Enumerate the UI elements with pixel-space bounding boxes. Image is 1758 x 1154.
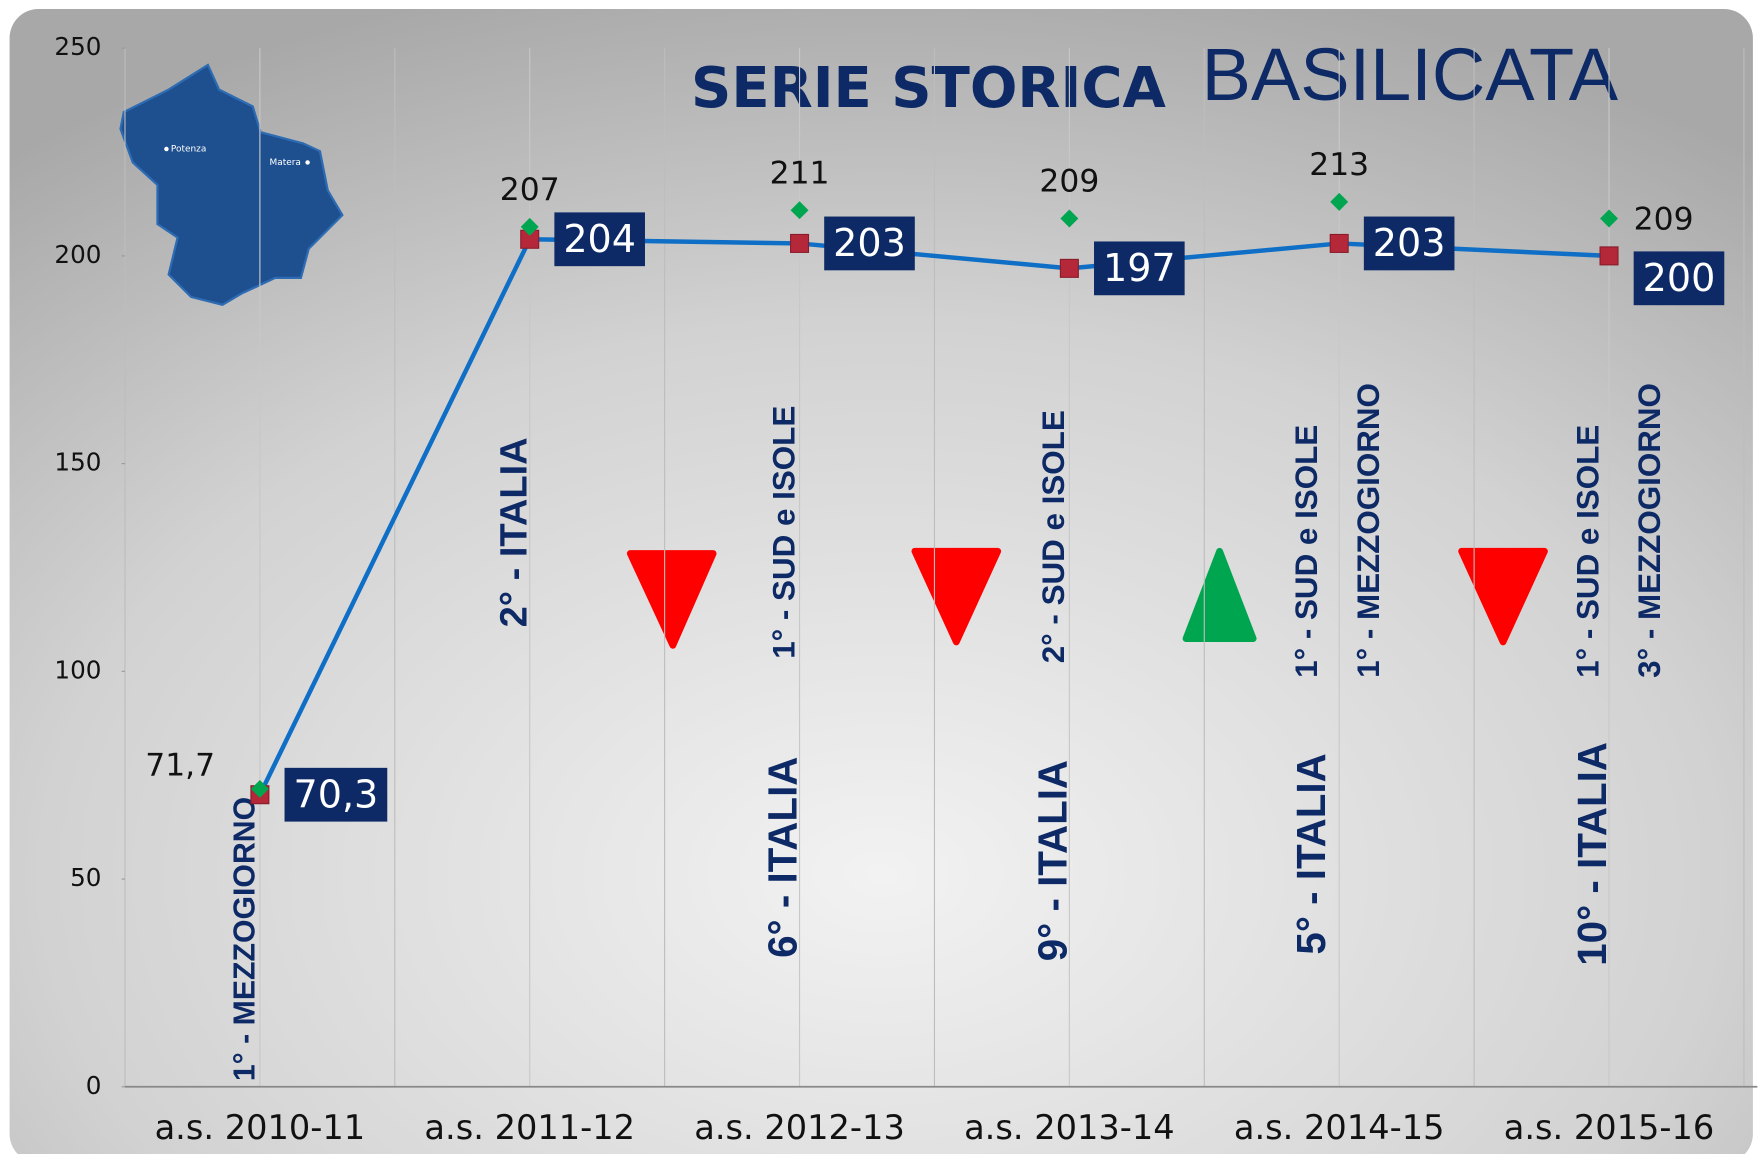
value-label: 197	[1103, 246, 1176, 290]
value-label-box: 203	[1363, 216, 1455, 271]
value-label: 71,7	[145, 747, 215, 783]
rank-annotation: 1° - SUD e ISOLE	[766, 406, 801, 659]
rank-annotation: 1° - SUD e ISOLE	[1570, 425, 1605, 678]
value-label-box: 197	[1094, 241, 1185, 296]
map-label: Potenza	[171, 145, 206, 155]
data-point	[790, 201, 809, 220]
data-point	[520, 217, 539, 236]
y-tick-label: 100	[54, 655, 101, 684]
value-label: 200	[1643, 256, 1716, 300]
y-tick-label: 150	[54, 448, 101, 477]
rank-annotation: 1° - SUD e ISOLE	[1289, 425, 1324, 678]
value-label: 211	[770, 155, 830, 191]
data-point	[250, 779, 269, 798]
data-point	[1329, 233, 1349, 253]
value-label: 203	[1373, 221, 1446, 265]
rank-annotation: 2° - ITALIA	[493, 437, 535, 627]
x-tick-label: a.s. 2012-13	[694, 1108, 905, 1147]
data-point	[790, 233, 810, 253]
value-label: 204	[563, 217, 636, 261]
data-point	[1059, 258, 1079, 278]
label-background	[1094, 241, 1185, 296]
x-tick-label: a.s. 2015-16	[1504, 1108, 1715, 1147]
label-background	[824, 216, 915, 271]
rank-annotation: 6° - ITALIA	[760, 757, 806, 958]
background	[9, 8, 1753, 1154]
value-label-box: 204	[554, 212, 645, 267]
data-point	[1330, 192, 1349, 211]
value-label: 209	[1039, 164, 1099, 200]
x-tick-label: a.s. 2010-11	[155, 1108, 366, 1147]
value-label-box: 203	[824, 216, 915, 271]
y-tick-label: 50	[70, 863, 101, 892]
chart-subtitle: BASILICATA	[1202, 33, 1619, 116]
x-tick-label: a.s. 2011-12	[424, 1108, 635, 1147]
region-map: Potenza Matera	[119, 63, 344, 306]
y-tick-label: 0	[86, 1071, 102, 1100]
rank-annotation: 3° - MEZZOGIORNO	[1632, 383, 1667, 678]
x-tick-label: a.s. 2014-15	[1234, 1108, 1445, 1147]
y-tick-label: 250	[54, 32, 101, 61]
rank-annotation: 9° - ITALIA	[1030, 760, 1076, 961]
value-label: 207	[500, 172, 560, 208]
rank-annotation: 1° - MEZZOGIORNO	[1351, 383, 1386, 678]
label-background	[1363, 216, 1455, 271]
chart-title: SERIE STORICA	[691, 56, 1166, 121]
value-label: 209	[1634, 202, 1694, 238]
value-label: 70,3	[294, 772, 379, 816]
label-background	[284, 767, 388, 822]
y-tick-label: 200	[54, 240, 101, 269]
trend-icons	[626, 547, 1548, 649]
data-point	[1060, 209, 1079, 228]
value-label-box: 200	[1633, 251, 1725, 306]
value-label-box: 70,3	[284, 767, 388, 822]
map-label: Matera	[270, 158, 301, 168]
data-point	[1600, 209, 1618, 228]
rank-annotation: 2° - SUD e ISOLE	[1036, 410, 1071, 663]
label-background	[554, 212, 645, 267]
rank-annotation: 5° - ITALIA	[1288, 753, 1334, 954]
rank-annotation: 1° - MEZZOGIORNO	[228, 797, 261, 1081]
data-point	[1599, 246, 1619, 266]
value-label: 203	[833, 221, 906, 265]
rank-annotation: 10° - ITALIA	[1569, 742, 1615, 966]
value-label: 213	[1309, 147, 1369, 183]
label-background	[1633, 251, 1725, 306]
x-tick-label: a.s. 2013-14	[964, 1108, 1175, 1147]
